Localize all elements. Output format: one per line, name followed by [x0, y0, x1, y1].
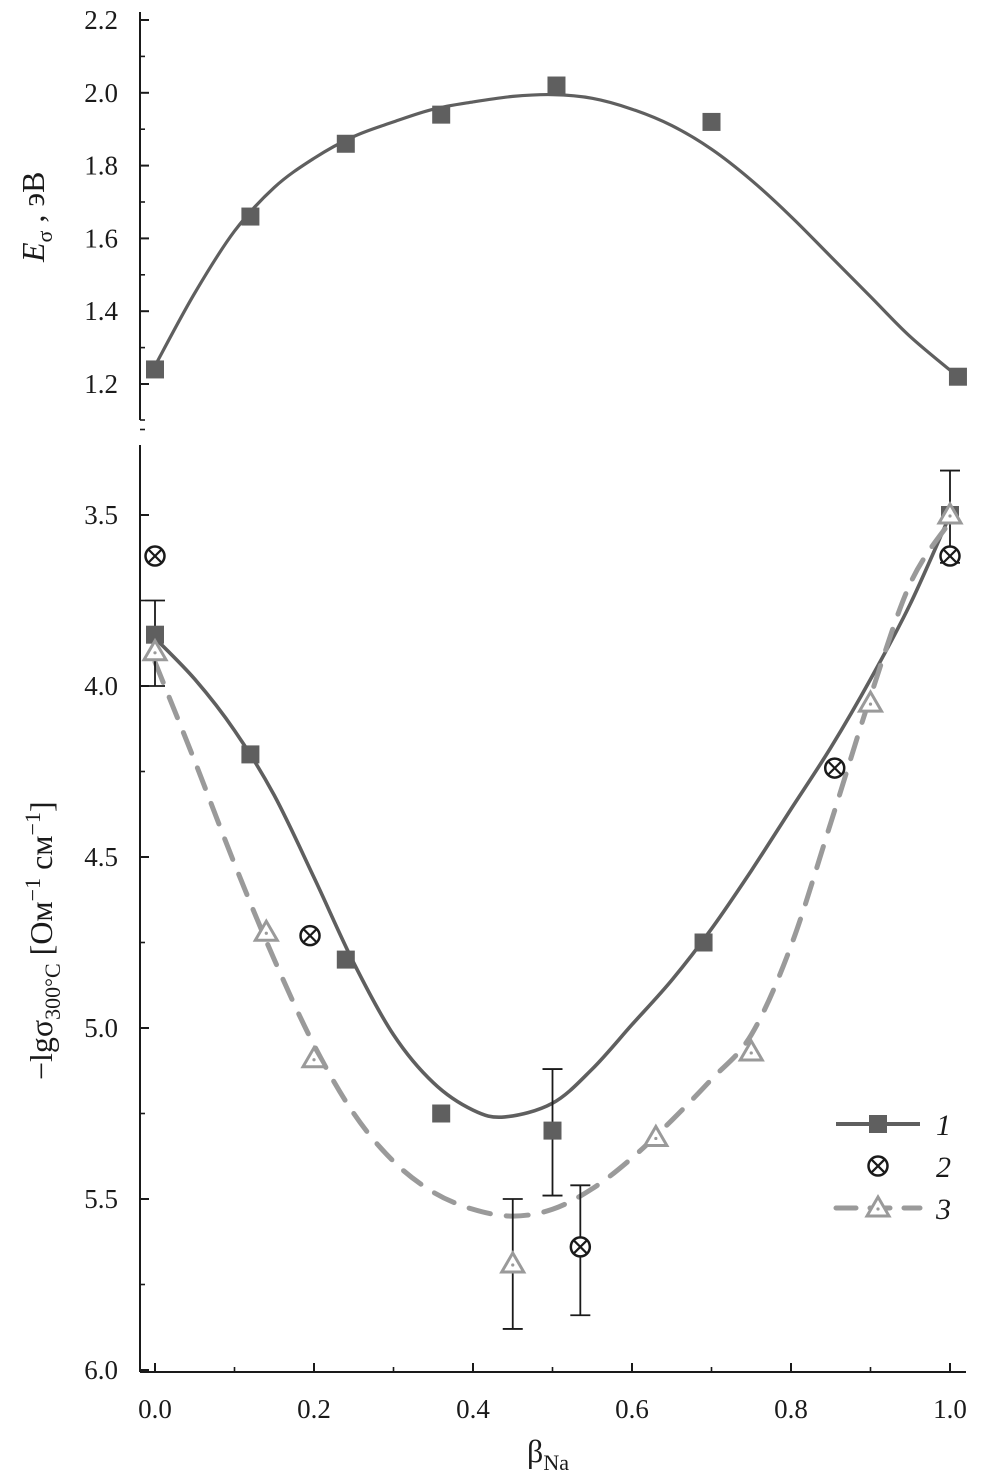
legend: 1 2 3	[833, 1109, 951, 1226]
series-2-data-point	[823, 757, 846, 779]
legend-item-3: 3	[833, 1193, 951, 1226]
bottom-y-tick-label: 5.0	[84, 1013, 118, 1043]
x-axis-title: βNa	[527, 1433, 569, 1475]
top-data-point	[948, 367, 967, 386]
x-tick-label: 1.0	[933, 1394, 967, 1424]
series-2-data-point	[569, 1236, 592, 1258]
x-tick-label: 0.0	[138, 1394, 172, 1424]
series-1-data-point	[241, 745, 260, 764]
series-3-data-point	[141, 637, 169, 662]
series-3-data-point	[856, 689, 885, 713]
top-y-tick-label: 1.6	[84, 223, 118, 253]
top-y-tick-label: 1.4	[84, 296, 118, 326]
top-y-tick-label: 2.0	[84, 78, 118, 108]
bottom-panel: 3.5 4.0 4.5 5.0 5.5 6.0 0.0 0.2 0.4 0.6 0.8 1.0 βNa −…	[20, 428, 967, 1475]
top-data-point	[432, 105, 451, 124]
series-3-data-point	[499, 1249, 527, 1274]
top-y-axis-title: Eσ , эВ	[15, 172, 57, 263]
legend-marker	[869, 1115, 887, 1133]
x-tick-label: 0.8	[774, 1394, 808, 1424]
series-3-line	[152, 519, 953, 1219]
top-data-point	[336, 134, 355, 153]
top-data-point	[241, 207, 260, 226]
bottom-y-tick-label: 4.0	[84, 671, 118, 701]
series-3-data-point	[936, 501, 964, 525]
top-y-tick-label: 2.2	[84, 5, 118, 35]
legend-marker	[864, 1194, 892, 1218]
series-2-data-point	[299, 924, 321, 947]
series-2-data-point	[144, 545, 166, 567]
legend-label: 2	[936, 1151, 951, 1184]
bottom-y-tick-label: 3.5	[84, 500, 118, 530]
top-data-point	[547, 76, 566, 95]
legend-item-2: 2	[867, 1151, 951, 1184]
series-3-data-point	[300, 1044, 328, 1069]
top-y-tick-label: 1.8	[84, 151, 118, 181]
x-tick-label: 0.6	[615, 1394, 649, 1424]
series-3-data-point	[737, 1037, 765, 1062]
bottom-y-tick-label: 6.0	[84, 1355, 118, 1385]
legend-label: 3	[935, 1193, 951, 1226]
series-3-data-point	[642, 1123, 670, 1147]
legend-marker	[867, 1155, 889, 1177]
series-1-data-point	[432, 1104, 451, 1123]
x-tick-label: 0.4	[456, 1394, 490, 1424]
legend-label: 1	[936, 1109, 951, 1142]
legend-item-1: 1	[836, 1109, 951, 1142]
bottom-y-axis-title: −lgσ300°C [Ом−1 см−1]	[20, 801, 65, 1080]
series-2-data-point	[939, 545, 961, 567]
bottom-y-tick-label: 4.5	[84, 842, 118, 872]
top-y-tick-label: 1.2	[84, 369, 118, 399]
top-data-point	[146, 360, 164, 379]
series-1-data-point	[336, 950, 355, 969]
series-3-data-point	[252, 918, 280, 942]
top-panel: 1.2 1.4 1.6 1.8 2.0 2.2 Eσ , эВ	[15, 5, 967, 421]
series-1-data-point	[543, 1121, 562, 1140]
series-1-data-point	[146, 625, 164, 644]
series-1-data-point	[694, 933, 713, 952]
top-series-fit-line	[153, 92, 960, 378]
bottom-y-tick-label: 5.5	[84, 1184, 118, 1214]
x-tick-label: 0.2	[297, 1394, 331, 1424]
top-data-point	[702, 112, 721, 131]
